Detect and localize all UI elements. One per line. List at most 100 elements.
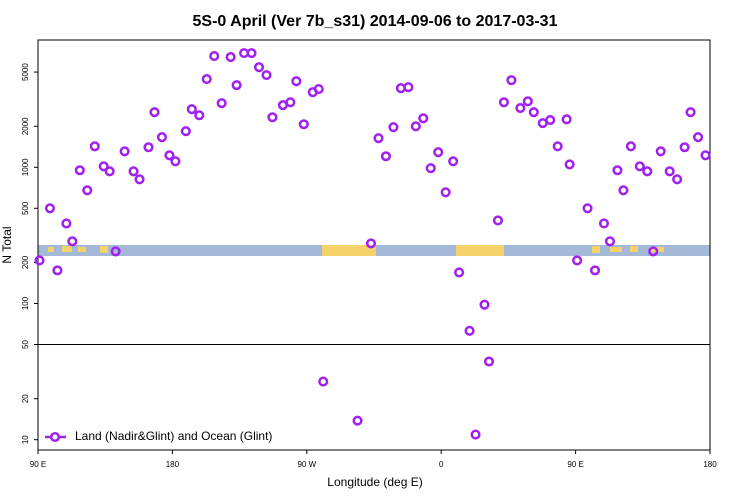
land-segment [100,246,108,253]
land-segment [456,245,504,256]
point [564,159,575,170]
point [186,104,197,115]
point [82,185,93,196]
plot-frame [37,39,711,451]
legend-label: Land (Nadir&Glint) and Ocean (Glint) [75,429,272,443]
point [170,156,181,167]
point [261,70,272,81]
point [433,147,444,158]
y-tick-label: 20 [21,394,30,403]
y-tick-label: 5000 [21,63,30,81]
point [612,165,623,176]
y-tick-label: 200 [21,255,30,269]
point [582,203,593,214]
point [318,376,329,387]
point [52,265,63,276]
point [98,161,109,172]
point [119,146,130,157]
point [388,122,399,133]
point [313,84,324,95]
point [194,110,205,121]
point [492,215,503,226]
point [552,141,563,152]
land-segment [62,246,72,252]
point [483,356,495,367]
point [589,265,601,276]
point [528,107,539,118]
land-segment [322,245,376,256]
point [110,246,121,257]
point [143,142,154,153]
point [201,74,212,85]
point [561,114,572,125]
point [672,174,683,185]
x-tick-label: 90 E [30,460,46,469]
point [128,166,139,177]
y-axis-label: N Total [0,226,14,263]
y-tick-label: 50 [21,339,30,348]
y-tick-label: 10 [21,435,30,444]
point [545,115,556,126]
y-tick-label: 100 [21,296,30,310]
point [365,238,377,249]
y-tick-label: 500 [21,201,30,215]
point [44,203,55,214]
point [352,415,363,426]
land-segment [48,247,54,252]
point [403,82,414,93]
point [104,166,115,177]
point [291,76,302,87]
point [515,103,526,114]
point [418,113,429,124]
point [440,187,451,198]
chart-title: 5S-0 April (Ver 7b_s31) 2014-09-06 to 20… [193,13,558,30]
point [298,119,309,130]
point [479,299,490,310]
point [149,107,160,118]
point [470,429,481,440]
point [285,97,296,108]
point [246,48,257,59]
point [180,126,191,137]
point [642,166,653,177]
point [380,151,391,162]
point [464,325,475,336]
x-axis-label: Longitude (deg E) [327,475,422,489]
land-segment [630,246,638,252]
point [164,150,175,161]
point [67,236,78,247]
point [498,97,509,108]
x-tick-label: 180 [703,460,717,469]
point [209,51,220,62]
y-tick-label: 2000 [21,117,30,135]
point [700,150,711,161]
point [634,161,645,172]
point [61,218,72,229]
point [506,75,517,86]
point [604,236,615,247]
point [655,146,666,157]
point [267,112,278,123]
point [134,174,145,185]
point [679,142,690,153]
x-tick-label: 90 W [297,460,316,469]
point [572,255,583,266]
point [231,80,242,91]
point [625,141,636,152]
point [156,132,167,143]
x-tick-label: 180 [166,460,180,469]
point [598,218,610,229]
point [648,246,659,257]
point [410,121,421,132]
point [618,185,629,196]
land-segment [78,247,86,252]
point [216,98,227,109]
point [89,141,100,152]
point [522,96,533,107]
legend-marker [49,431,61,443]
point [454,267,465,278]
point [448,156,459,167]
point [693,132,704,143]
point [425,163,436,174]
